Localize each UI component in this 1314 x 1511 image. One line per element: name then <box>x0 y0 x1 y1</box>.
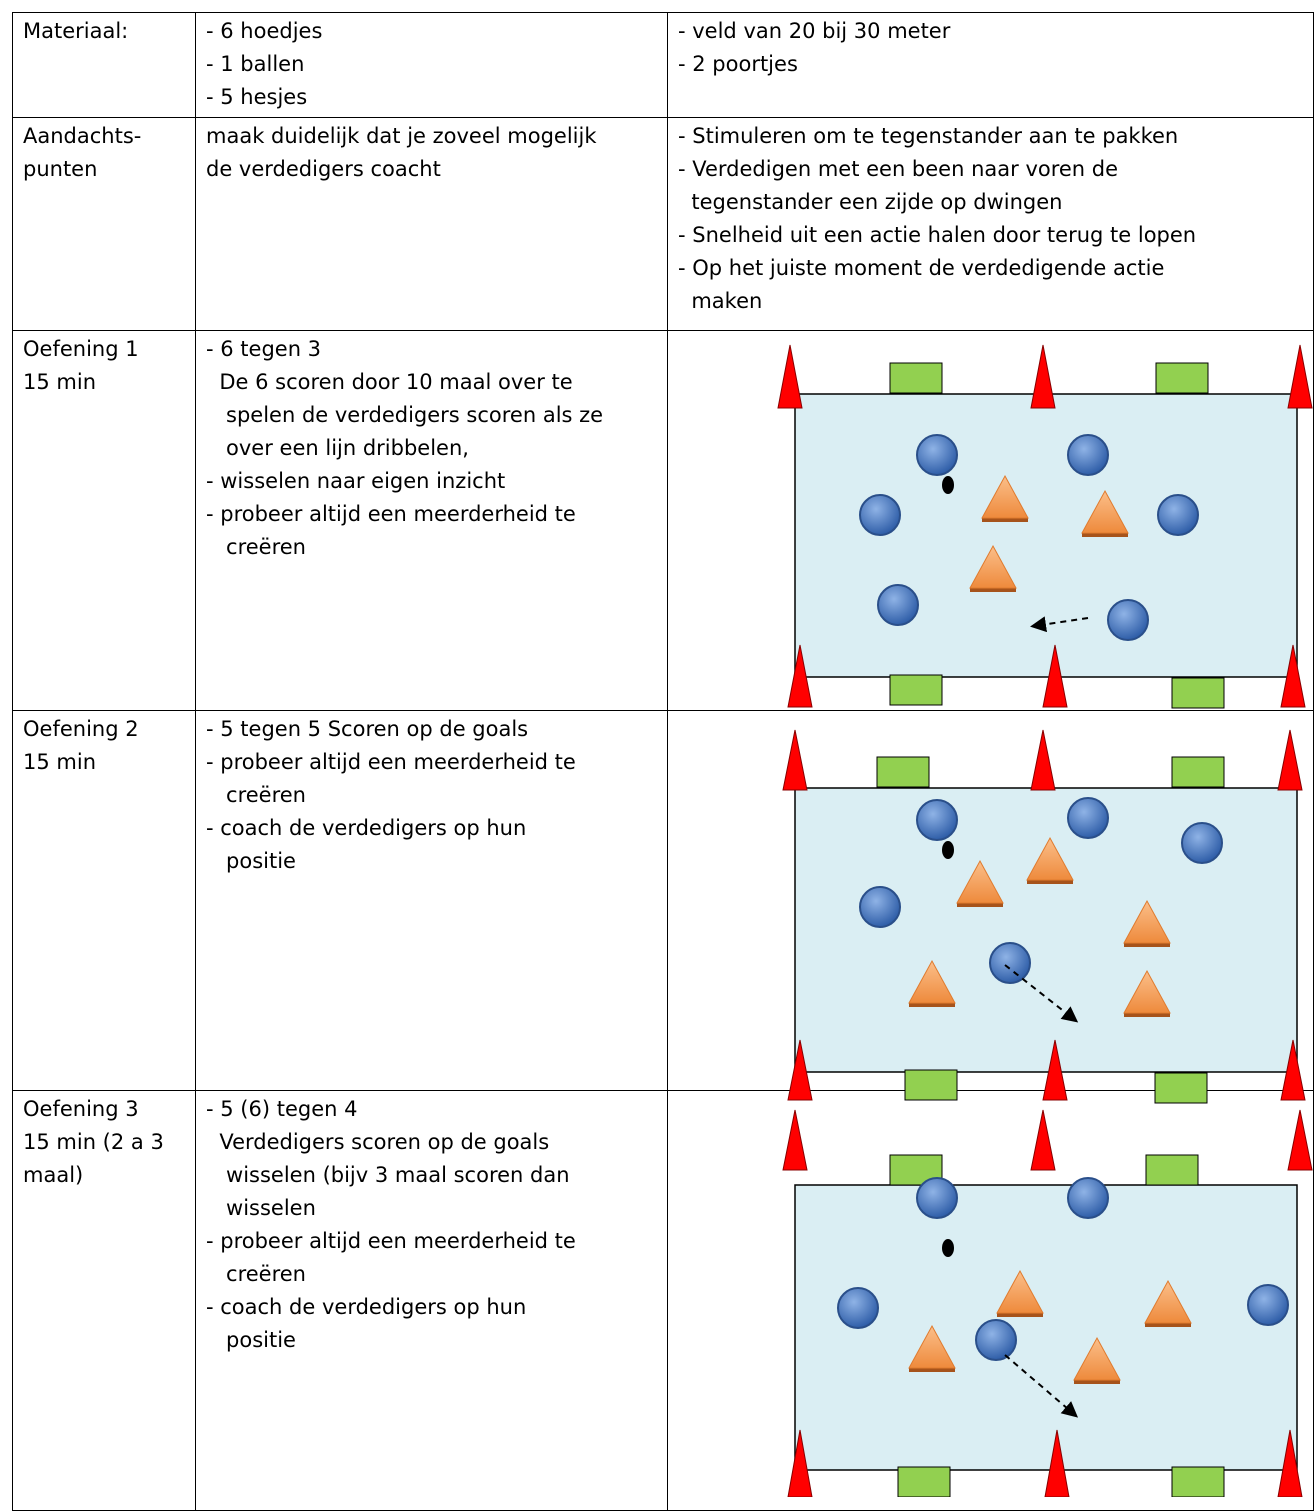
text-line: Materiaal: <box>23 19 129 43</box>
text-line: 15 min (2 a 3 <box>23 1130 164 1154</box>
cell-right <box>667 330 1314 711</box>
text-line: - probeer altijd een meerderheid te <box>206 750 576 774</box>
text-line: - 5 tegen 5 Scoren op de goals <box>206 717 529 741</box>
text-line: De 6 scoren door 10 maal over te <box>206 370 573 394</box>
table-row: Oefening 1 15 min - 6 tegen 3 De 6 scoren … <box>12 330 1314 711</box>
cell-right: - Stimuleren om te tegenstander aan te p… <box>667 117 1314 331</box>
table-row: Oefening 2 15 min - 5 tegen 5 Scoren op de… <box>12 710 1314 1091</box>
text-line: - Op het juiste moment de verdedigende a… <box>678 256 1165 280</box>
text-line: - coach de verdedigers op hun <box>206 816 527 840</box>
text-line: - probeer altijd een meerderheid te <box>206 1229 576 1253</box>
text-line: - 5 hesjes <box>206 85 308 109</box>
cell-middle: maak duidelijk dat je zoveel mogelijk de … <box>195 117 668 331</box>
cell-right <box>667 1090 1314 1511</box>
text-line: maken <box>678 289 763 313</box>
cell-label: Materiaal: <box>12 12 196 118</box>
text-line: - Verdedigen met een been naar voren de <box>678 157 1119 181</box>
text-line: - wisselen naar eigen inzicht <box>206 469 506 493</box>
text-line: - veld van 20 bij 30 meter <box>678 19 951 43</box>
text-line: over een lijn dribbelen, <box>206 436 469 460</box>
cell-right: - veld van 20 bij 30 meter - 2 poortjes <box>667 12 1314 118</box>
text-line: maak duidelijk dat je zoveel mogelijk <box>206 124 597 148</box>
text-line: positie <box>206 849 296 873</box>
cell-middle: - 5 tegen 5 Scoren op de goals - probeer … <box>195 710 668 1091</box>
text-line: Oefening 1 <box>23 337 139 361</box>
text-line: tegenstander een zijde op dwingen <box>678 190 1063 214</box>
text-line: creëren <box>206 535 306 559</box>
text-line: wisselen <box>206 1196 316 1220</box>
cell-label: Oefening 1 15 min <box>12 330 196 711</box>
text-line: - 6 tegen 3 <box>206 337 322 361</box>
text-line: - 5 (6) tegen 4 <box>206 1097 358 1121</box>
text-line: Oefening 3 <box>23 1097 139 1121</box>
text-line: 15 min <box>23 750 96 774</box>
text-line: positie <box>206 1328 296 1352</box>
text-line: wisselen (bijv 3 maal scoren dan <box>206 1163 570 1187</box>
cell-middle: - 5 (6) tegen 4 Verdedigers scoren op de… <box>195 1090 668 1511</box>
text-line: 15 min <box>23 370 96 394</box>
text-line: - probeer altijd een meerderheid te <box>206 502 576 526</box>
cell-right <box>667 710 1314 1091</box>
cell-middle: - 6 tegen 3 De 6 scoren door 10 maal ove… <box>195 330 668 711</box>
text-line: creëren <box>206 1262 306 1286</box>
text-line: punten <box>23 157 98 181</box>
text-line: Verdedigers scoren op de goals <box>206 1130 550 1154</box>
text-line: - 2 poortjes <box>678 52 798 76</box>
table-row: Materiaal: - 6 hoedjes - 1 ballen - 5 hesje… <box>12 12 1314 118</box>
text-line: Oefening 2 <box>23 717 139 741</box>
text-line: - 1 ballen <box>206 52 305 76</box>
cell-label: Aandachts-punten <box>12 117 196 331</box>
text-line: creëren <box>206 783 306 807</box>
text-line: spelen de verdedigers scoren als ze <box>206 403 604 427</box>
text-line: - coach de verdedigers op hun <box>206 1295 527 1319</box>
text-line: de verdedigers coacht <box>206 157 441 181</box>
cell-label: Oefening 2 15 min <box>12 710 196 1091</box>
text-line: - Stimuleren om te tegenstander aan te p… <box>678 124 1179 148</box>
table-row: Aandachts-punten maak duidelijk dat je zo… <box>12 117 1314 331</box>
exercise-table: Materiaal: - 6 hoedjes - 1 ballen - 5 hesje… <box>12 12 1314 1511</box>
cell-middle: - 6 hoedjes - 1 ballen - 5 hesjes <box>195 12 668 118</box>
cell-label: Oefening 3 15 min (2 a 3 maal) <box>12 1090 196 1511</box>
text-line: maal) <box>23 1163 84 1187</box>
text-line: - 6 hoedjes <box>206 19 323 43</box>
text-line: - Snelheid uit een actie halen door teru… <box>678 223 1197 247</box>
text-line: Aandachts- <box>23 124 142 148</box>
table-row: Oefening 3 15 min (2 a 3 maal) - 5 (6) tege… <box>12 1090 1314 1511</box>
